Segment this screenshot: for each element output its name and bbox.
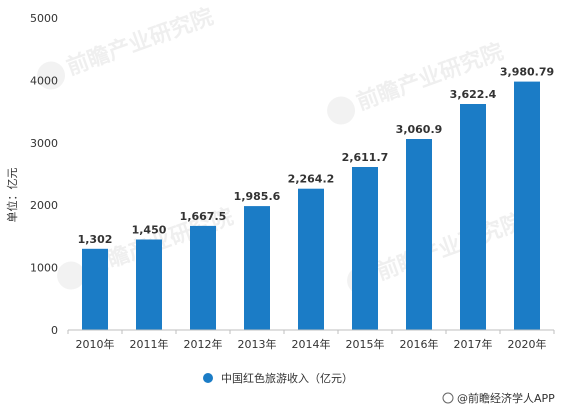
watermark-logo-icon	[327, 96, 356, 125]
data-label: 1,450	[132, 224, 167, 237]
data-label: 3,622.4	[450, 88, 497, 101]
x-tick-label: 2013年	[238, 337, 277, 351]
y-tick-label: 1000	[30, 262, 58, 275]
bar	[514, 81, 540, 330]
data-label: 2,611.7	[342, 151, 389, 164]
x-tick-label: 2015年	[346, 337, 385, 351]
x-tick-label: 2011年	[130, 337, 169, 351]
data-label: 3,060.9	[396, 123, 443, 136]
data-label: 1,667.5	[180, 210, 227, 223]
y-tick-label: 2000	[30, 199, 58, 212]
legend-label: 中国红色旅游收入（亿元）	[221, 371, 353, 385]
legend-marker-icon	[203, 373, 213, 383]
bar	[82, 248, 108, 330]
source-text: @前瞻经济学人APP	[457, 391, 555, 405]
y-tick-label: 4000	[30, 74, 58, 87]
watermark-text: 前瞻产业研究院	[373, 209, 527, 286]
data-labels: 1,302 1,450 1,667.5 1,985.6 2,264.2 2,611.7 3,…	[78, 66, 555, 246]
legend: 中国红色旅游收入（亿元）	[203, 371, 353, 385]
x-axis-ticks: 2010年 2011年 2012年 2013年 2014年 2015年 2016年 2017年…	[67, 330, 555, 351]
y-tick-label: 5000	[30, 12, 58, 25]
x-tick-label: 2016年	[400, 337, 439, 351]
x-tick-label: 2017年	[454, 337, 493, 351]
wechat-icon	[442, 392, 454, 404]
y-axis-title: 单位：亿元	[5, 168, 19, 223]
y-tick-label: 0	[51, 324, 58, 337]
x-tick-label: 2012年	[184, 337, 223, 351]
data-label: 1,985.6	[234, 190, 281, 203]
source-credit: @前瞻经济学人APP	[442, 391, 555, 405]
x-tick-label: 2020年	[508, 337, 547, 351]
watermark-text: 前瞻产业研究院	[63, 4, 217, 81]
y-tick-label: 3000	[30, 137, 58, 150]
bar	[136, 239, 162, 330]
bar	[244, 206, 270, 330]
data-label: 1,302	[78, 233, 113, 246]
x-tick-label: 2014年	[292, 337, 331, 351]
bar	[298, 188, 324, 330]
watermark-logo-icon	[57, 261, 86, 290]
bar	[190, 225, 216, 330]
bar	[460, 104, 486, 330]
bars	[82, 81, 540, 330]
bar	[406, 139, 432, 330]
watermark-logo-icon	[37, 61, 66, 90]
data-label: 2,264.2	[288, 173, 335, 186]
y-axis-ticks: 0 1000 2000 3000 4000 5000	[30, 12, 58, 337]
bar	[352, 167, 378, 330]
x-tick-label: 2010年	[76, 337, 115, 351]
data-label: 3,980.79	[500, 66, 554, 79]
